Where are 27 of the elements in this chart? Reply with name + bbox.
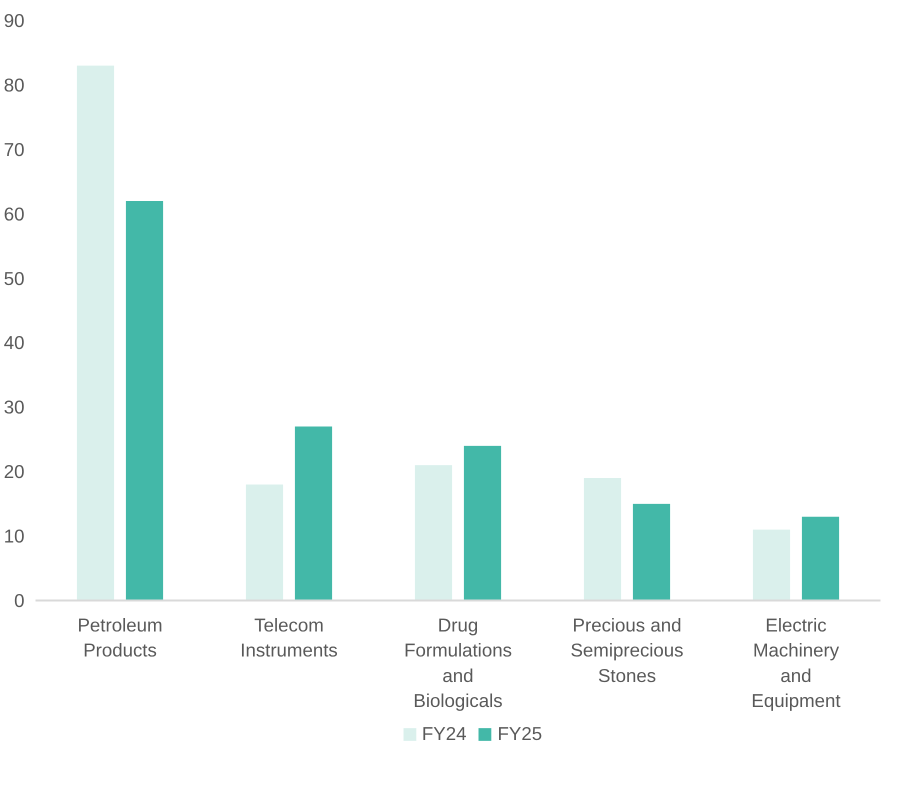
bar bbox=[126, 200, 164, 600]
y-tick-label: 20 bbox=[4, 461, 25, 482]
bar bbox=[464, 446, 502, 600]
y-tick-label: 10 bbox=[4, 526, 25, 547]
y-tick-label: 40 bbox=[4, 332, 25, 354]
legend-label: FY24 bbox=[422, 723, 466, 745]
y-tick-label: 90 bbox=[4, 10, 25, 31]
x-tick-label: Petroleum Products bbox=[77, 614, 163, 661]
y-tick-label: 50 bbox=[4, 268, 25, 289]
y-tick-label: 80 bbox=[4, 74, 25, 96]
bar bbox=[76, 66, 114, 600]
y-tick-label: 30 bbox=[4, 396, 25, 418]
y-tick-label: 60 bbox=[4, 203, 25, 224]
bar bbox=[802, 516, 840, 600]
legend-label: FY25 bbox=[498, 723, 542, 745]
bar bbox=[632, 504, 670, 600]
x-tick-label: Precious and Semiprecious Stones bbox=[570, 614, 684, 686]
y-tick-label: 0 bbox=[14, 590, 25, 611]
y-tick-label: 70 bbox=[4, 138, 25, 160]
bar bbox=[294, 426, 332, 600]
x-tick-label: Electric Machinery and Equipment bbox=[751, 614, 842, 712]
x-tick-label: Telecom Instruments bbox=[240, 614, 338, 661]
bar bbox=[584, 478, 622, 600]
bar bbox=[246, 484, 284, 600]
bar bbox=[752, 530, 790, 600]
x-tick-label: Drug Formulations and Biologicals bbox=[404, 614, 512, 712]
bar bbox=[414, 465, 452, 600]
